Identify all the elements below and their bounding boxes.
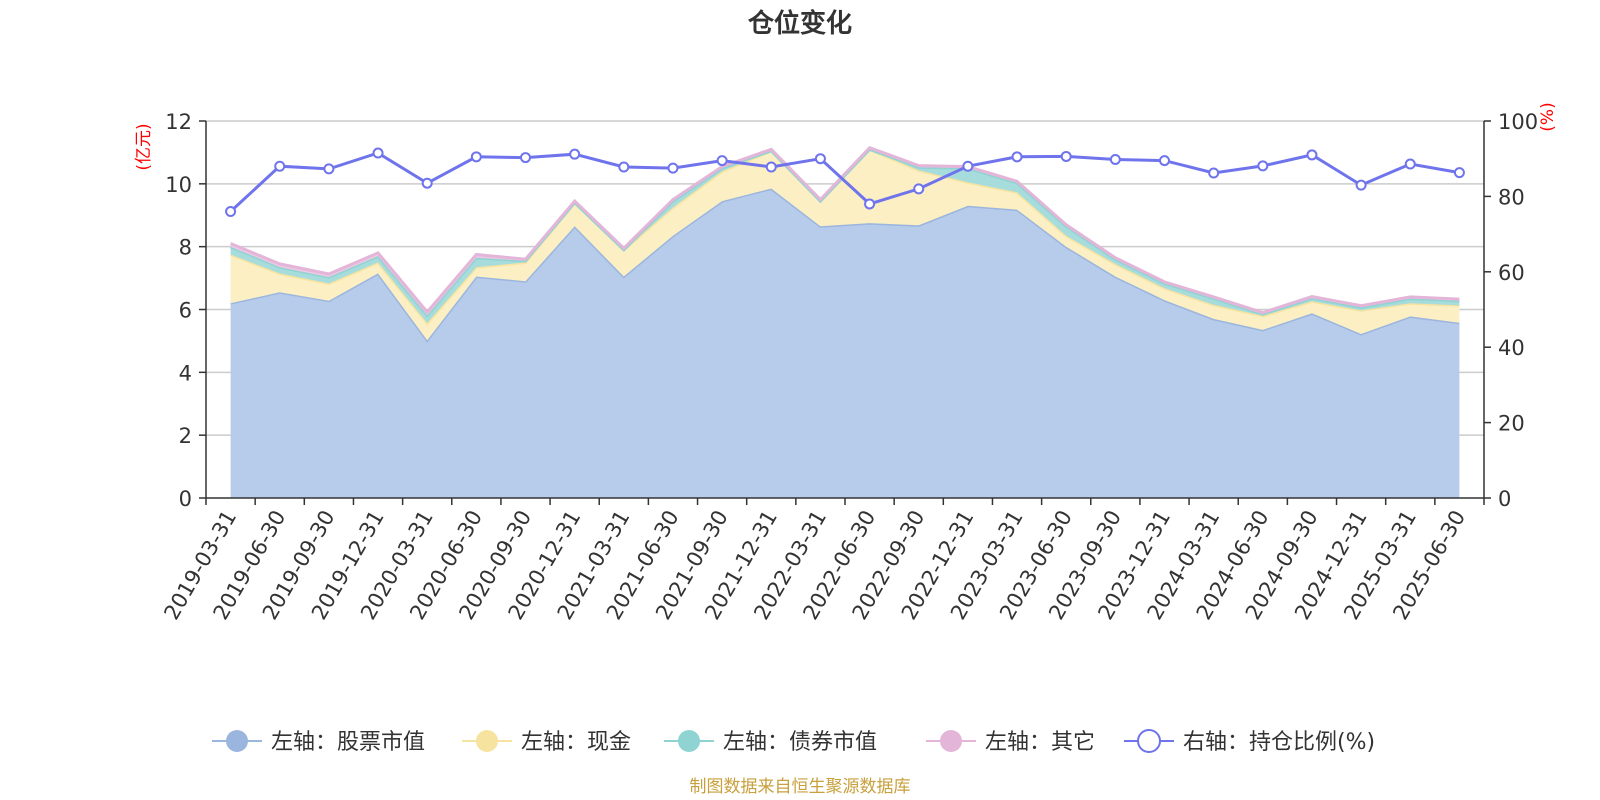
- ratio-point: [1208, 167, 1220, 179]
- left-axis-tick-label: 2: [179, 424, 192, 448]
- area-左轴：债券市值: [230, 149, 1460, 323]
- left-axis-tick-label: 8: [179, 236, 192, 260]
- holding-ratio-series: [225, 147, 1465, 217]
- ratio-point: [569, 148, 581, 160]
- ratio-point: [913, 183, 925, 195]
- ratio-point: [1011, 151, 1023, 163]
- right-axis-tick-label: 80: [1498, 185, 1525, 209]
- ratio-point: [1060, 150, 1072, 162]
- ratio-point: [1257, 160, 1269, 172]
- area-line-左轴：其它: [230, 145, 1460, 315]
- ratio-point: [274, 160, 286, 172]
- left-axis-tick-label: 0: [179, 487, 192, 511]
- legend-marker: [678, 730, 700, 752]
- legend: 左轴：股票市值 左轴：现金 左轴：债券市值 左轴：其它 右轴：持仓比例(%): [212, 729, 1375, 755]
- ratio-point: [962, 160, 974, 172]
- legend-marker: [1137, 729, 1161, 753]
- left-axis-unit: (亿元): [134, 123, 154, 170]
- right-axis-tick-label: 20: [1498, 412, 1525, 436]
- ratio-point: [470, 151, 482, 163]
- ratio-point: [225, 205, 237, 217]
- left-axis-tick-label: 4: [179, 361, 192, 385]
- ratio-point: [1355, 179, 1367, 191]
- ratio-point: [1159, 155, 1170, 167]
- ratio-point: [520, 152, 531, 164]
- left-axis-tick-label: 12: [165, 110, 192, 134]
- legend-marker: [226, 730, 248, 752]
- ratio-line: [229, 151, 1460, 213]
- ratio-point: [864, 198, 876, 210]
- area-左轴：股票市值: [230, 188, 1460, 498]
- ratio-point: [372, 147, 384, 159]
- legend-label: 左轴：现金: [521, 730, 631, 755]
- legend-label: 左轴：其它: [985, 730, 1095, 755]
- area-左轴：现金: [230, 149, 1460, 341]
- ratio-point: [1109, 153, 1121, 165]
- ratio-point: [618, 161, 630, 173]
- ratio-point: [1453, 167, 1465, 179]
- legend-marker: [476, 730, 498, 752]
- ratio-point: [814, 153, 826, 165]
- legend-label: 右轴：持仓比例(%): [1183, 730, 1375, 755]
- right-axis-tick-label: 40: [1498, 336, 1525, 360]
- stacked-areas: [230, 145, 1460, 498]
- right-axis-tick-label: 100: [1498, 110, 1538, 134]
- legend-marker: [940, 730, 962, 752]
- ratio-point: [323, 163, 335, 175]
- right-axis-tick-label: 60: [1498, 261, 1525, 285]
- ratio-point: [421, 177, 433, 189]
- legend-label: 左轴：股票市值: [271, 730, 425, 755]
- chart-title: 仓位变化: [747, 8, 852, 39]
- ratio-point: [1306, 149, 1318, 161]
- ratio-point: [765, 161, 777, 173]
- ratio-point: [716, 155, 728, 167]
- ratio-point: [667, 162, 679, 174]
- right-axis-tick-label: 0: [1498, 487, 1511, 511]
- data-source-credit: 制图数据来自恒生聚源数据库: [690, 777, 911, 797]
- legend-label: 左轴：债券市值: [723, 730, 877, 755]
- ratio-point: [1404, 158, 1416, 170]
- right-axis-unit: (%): [1538, 102, 1558, 131]
- left-axis-tick-label: 10: [165, 173, 192, 197]
- left-axis-tick-label: 6: [179, 299, 192, 323]
